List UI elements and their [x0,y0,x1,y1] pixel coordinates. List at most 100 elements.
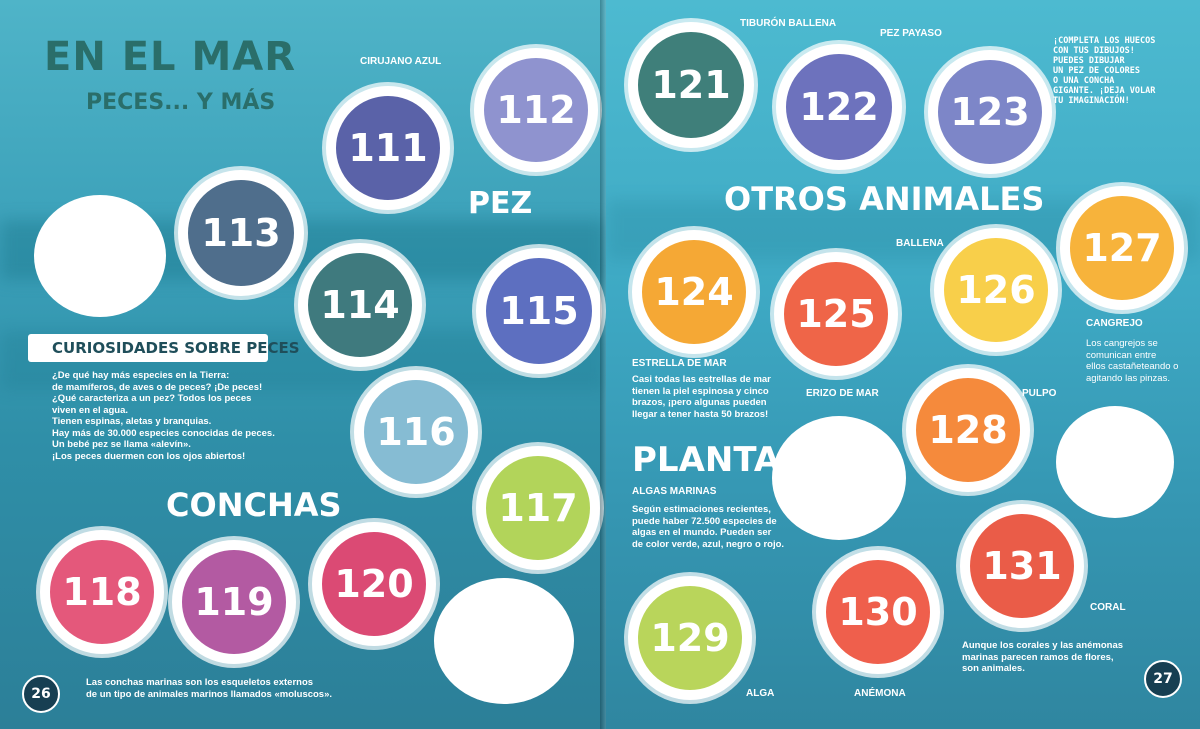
sticker-111[interactable]: 111 [326,86,450,210]
empty-drawing-space[interactable] [1056,406,1174,518]
label-alga: ALGA [746,688,775,699]
text-line: de color verde, azul, negro o rojo. [632,538,785,550]
text-line: de mamíferos, de aves o de peces? ¡De pe… [52,381,263,393]
sticker-number: 119 [194,580,274,624]
label-cirujano-azul: CIRUJANO AZUL [360,56,442,67]
conchas-text: Las conchas marinas son los esqueletos e… [86,677,332,700]
brush-stroke [28,334,268,362]
text-line: Según estimaciones recientes, [632,504,771,515]
text-line: ¡COMPLETA LOS HUECOS [1053,36,1156,46]
sticker-number: 124 [654,270,734,314]
sticker-number: 118 [62,570,142,614]
sticker-number: 115 [499,289,579,333]
empty-drawing-space[interactable] [34,195,166,317]
sticker-116[interactable]: 116 [354,370,478,494]
label-algas-marinas: ALGAS MARINAS [632,486,717,497]
curiosidades-title: CURIOSIDADES SOBRE PECES [52,339,300,357]
text-line: TU IMAGINACIÓN! [1053,96,1130,106]
text-line: tienen la piel espinosa y cinco [632,385,769,397]
label-pulpo: PULPO [1022,388,1057,399]
sticker-117[interactable]: 117 [476,446,600,570]
sticker-number: 122 [799,85,879,129]
section-plantas: PLANTAS [632,440,805,480]
sticker-number: 129 [650,616,730,660]
sticker-number: 131 [982,544,1062,588]
section-pez: PEZ [468,186,533,221]
label-coral: CORAL [1090,602,1126,613]
text-line: de un tipo de animales marinos llamados … [86,688,333,700]
sticker-131[interactable]: 131 [960,504,1084,628]
text-line: UN PEZ DE COLORES [1053,66,1140,76]
sticker-130[interactable]: 130 [816,550,940,674]
sticker-number: 125 [796,292,876,336]
sticker-124[interactable]: 124 [632,230,756,354]
sticker-number: 112 [496,88,576,132]
text-line: marinas parecen ramos de flores, [962,651,1114,663]
sticker-120[interactable]: 120 [312,522,436,646]
text-line: ellos castañeteando o [1086,361,1179,372]
sticker-number: 127 [1082,226,1162,270]
text-line: Tienen espinas, aletas y branquias. [52,416,212,427]
page-title: EN EL MAR [44,34,297,80]
text-line: Los cangrejos se [1086,338,1158,349]
sticker-118[interactable]: 118 [40,530,164,654]
right-page: TIBURÓN BALLENA PEZ PAYASO ¡COMPLETA LOS… [606,0,1200,729]
page-subtitle: PECES... Y MÁS [86,90,276,115]
label-erizo-de-mar: ERIZO DE MAR [806,388,879,399]
text-line: PUEDES DIBUJAR [1053,56,1125,66]
drawing-note: ¡COMPLETA LOS HUECOS CON TUS DIBUJOS! PU… [1053,36,1155,106]
sticker-125[interactable]: 125 [774,252,898,376]
text-line: viven en el agua. [52,404,129,416]
sticker-112[interactable]: 112 [474,48,598,172]
text-line: Casi todas las estrellas de mar [632,374,771,385]
label-anemona: ANÉMONA [854,688,906,699]
text-line: Hay más de 30.000 especies conocidas de … [52,427,275,439]
label-estrella-de-mar: ESTRELLA DE MAR [632,358,727,369]
sticker-number: 126 [956,268,1036,312]
text-line: ¿De qué hay más especies en la Tierra: [52,370,230,381]
label-tiburon-ballena: TIBURÓN BALLENA [740,18,837,29]
sticker-127[interactable]: 127 [1060,186,1184,310]
sticker-number: 121 [651,63,731,107]
text-line: son animales. [962,663,1025,674]
page-number-right: 27 [1144,660,1182,698]
sticker-number: 114 [320,283,400,327]
sticker-number: 130 [838,590,918,634]
sticker-113[interactable]: 113 [178,170,304,296]
text-line: comunican entre [1086,349,1157,361]
sticker-number: 120 [334,562,414,606]
text-line: Un bebé pez se llama «alevín». [52,439,191,450]
left-page: EN EL MAR PECES... Y MÁS CIRUJANO AZUL P… [0,0,606,729]
curiosidades-text: ¿De qué hay más especies en la Tierra: d… [52,370,275,462]
sticker-123[interactable]: 123 [928,50,1052,174]
sticker-128[interactable]: 128 [906,368,1030,492]
text-line: CON TUS DIBUJOS! [1053,46,1135,56]
sticker-114[interactable]: 114 [298,243,422,367]
sticker-121[interactable]: 121 [628,22,754,148]
sticker-number: 128 [928,408,1008,452]
sticker-number: 123 [950,90,1030,134]
sticker-115[interactable]: 115 [476,248,602,374]
estrella-text: Casi todas las estrellas de mar tienen l… [632,374,771,420]
sticker-number: 113 [201,211,281,255]
text-line: llegar a tener hasta 50 brazos! [632,408,769,420]
empty-drawing-space[interactable] [434,578,574,704]
empty-drawing-space[interactable] [772,416,906,540]
text-line: GIGANTE. ¡DEJA VOLAR [1053,86,1156,96]
sticker-number: 111 [348,126,428,170]
cangrejo-text: Los cangrejos se comunican entre ellos c… [1086,338,1178,384]
sticker-number: 116 [376,410,456,454]
algas-text: Según estimaciones recientes, puede habe… [632,504,784,550]
text-line: ¿Qué caracteriza a un pez? Todos los pec… [52,393,252,404]
section-conchas: CONCHAS [166,486,342,524]
section-otros-animales: OTROS ANIMALES [724,180,1045,218]
page-number-left: 26 [22,675,60,713]
label-cangrejo: CANGREJO [1086,318,1143,329]
sticker-122[interactable]: 122 [776,44,902,170]
sticker-129[interactable]: 129 [628,576,752,700]
text-line: Aunque los corales y las anémonas [962,640,1124,651]
sticker-119[interactable]: 119 [172,540,296,664]
sticker-number: 117 [498,486,578,530]
text-line: brazos, ¡pero algunas pueden [632,397,767,408]
sticker-126[interactable]: 126 [934,228,1058,352]
